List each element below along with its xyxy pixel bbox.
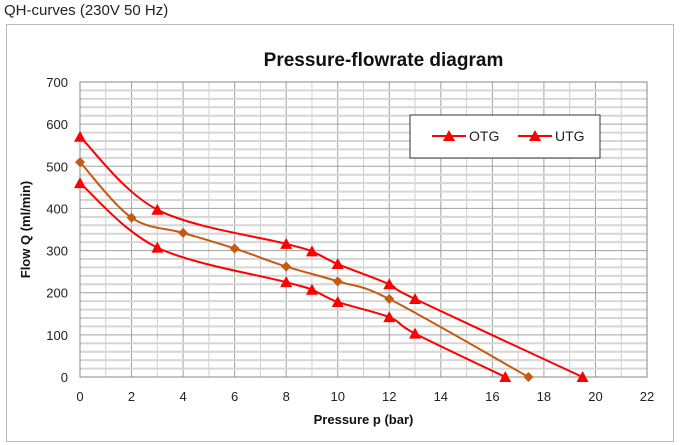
triangle-marker (74, 177, 86, 189)
triangle-marker (331, 258, 344, 270)
triangle-marker (409, 293, 422, 305)
triangle-marker (443, 130, 455, 141)
x-tick-label: 12 (382, 389, 396, 404)
triangle-marker (383, 311, 396, 323)
x-tick-label: 0 (76, 389, 83, 404)
y-tick-label: 400 (46, 201, 68, 216)
triangle-marker (576, 371, 589, 382)
triangle-marker (305, 283, 318, 295)
triangle-marker (331, 295, 344, 307)
triangle-marker (305, 245, 318, 257)
x-tick-label: 22 (640, 389, 654, 404)
chart-title: Pressure-flowrate diagram (264, 50, 504, 71)
diamond-marker (523, 372, 534, 382)
y-tick-label: 300 (46, 244, 68, 259)
triangle-marker (499, 371, 512, 382)
chart-frame (6, 24, 674, 442)
y-axis-label: Flow Q (ml/min) (18, 181, 33, 279)
triangle-marker (151, 203, 164, 215)
y-tick-label: 0 (61, 370, 68, 385)
diamond-marker (384, 294, 395, 305)
triangle-marker (74, 130, 86, 142)
triangle-marker (151, 241, 164, 253)
x-tick-label: 2 (128, 389, 135, 404)
triangle-marker (409, 327, 422, 339)
x-tick-label: 10 (330, 389, 344, 404)
y-tick-label: 500 (46, 159, 68, 174)
series-line (79, 182, 506, 378)
x-tick-label: 8 (283, 389, 290, 404)
series-line (79, 161, 529, 378)
y-tick-label: 700 (46, 75, 68, 90)
legend-label: UTG (555, 128, 585, 144)
x-tick-label: 6 (231, 389, 238, 404)
triangle-marker (529, 130, 541, 141)
x-tick-label: 18 (537, 389, 551, 404)
diamond-marker (229, 243, 240, 254)
x-tick-label: 16 (485, 389, 499, 404)
y-tick-label: 200 (46, 286, 68, 301)
triangle-marker (280, 276, 293, 288)
x-axis-label: Pressure p (bar) (314, 412, 414, 427)
series-line (79, 136, 583, 378)
triangle-marker (383, 278, 396, 290)
diamond-marker (332, 276, 343, 287)
page-header: QH-curves (230V 50 Hz) (4, 2, 169, 19)
legend-label: OTG (469, 128, 499, 144)
x-tick-label: 4 (179, 389, 186, 404)
diamond-marker (281, 261, 292, 272)
x-tick-label: 14 (434, 389, 448, 404)
x-tick-label: 20 (588, 389, 602, 404)
diamond-marker (126, 212, 137, 223)
diamond-marker (178, 227, 189, 238)
y-tick-label: 600 (46, 117, 68, 132)
y-tick-label: 100 (46, 328, 68, 343)
diamond-marker (75, 157, 85, 168)
plot-area (79, 81, 648, 378)
triangle-marker (280, 237, 293, 249)
